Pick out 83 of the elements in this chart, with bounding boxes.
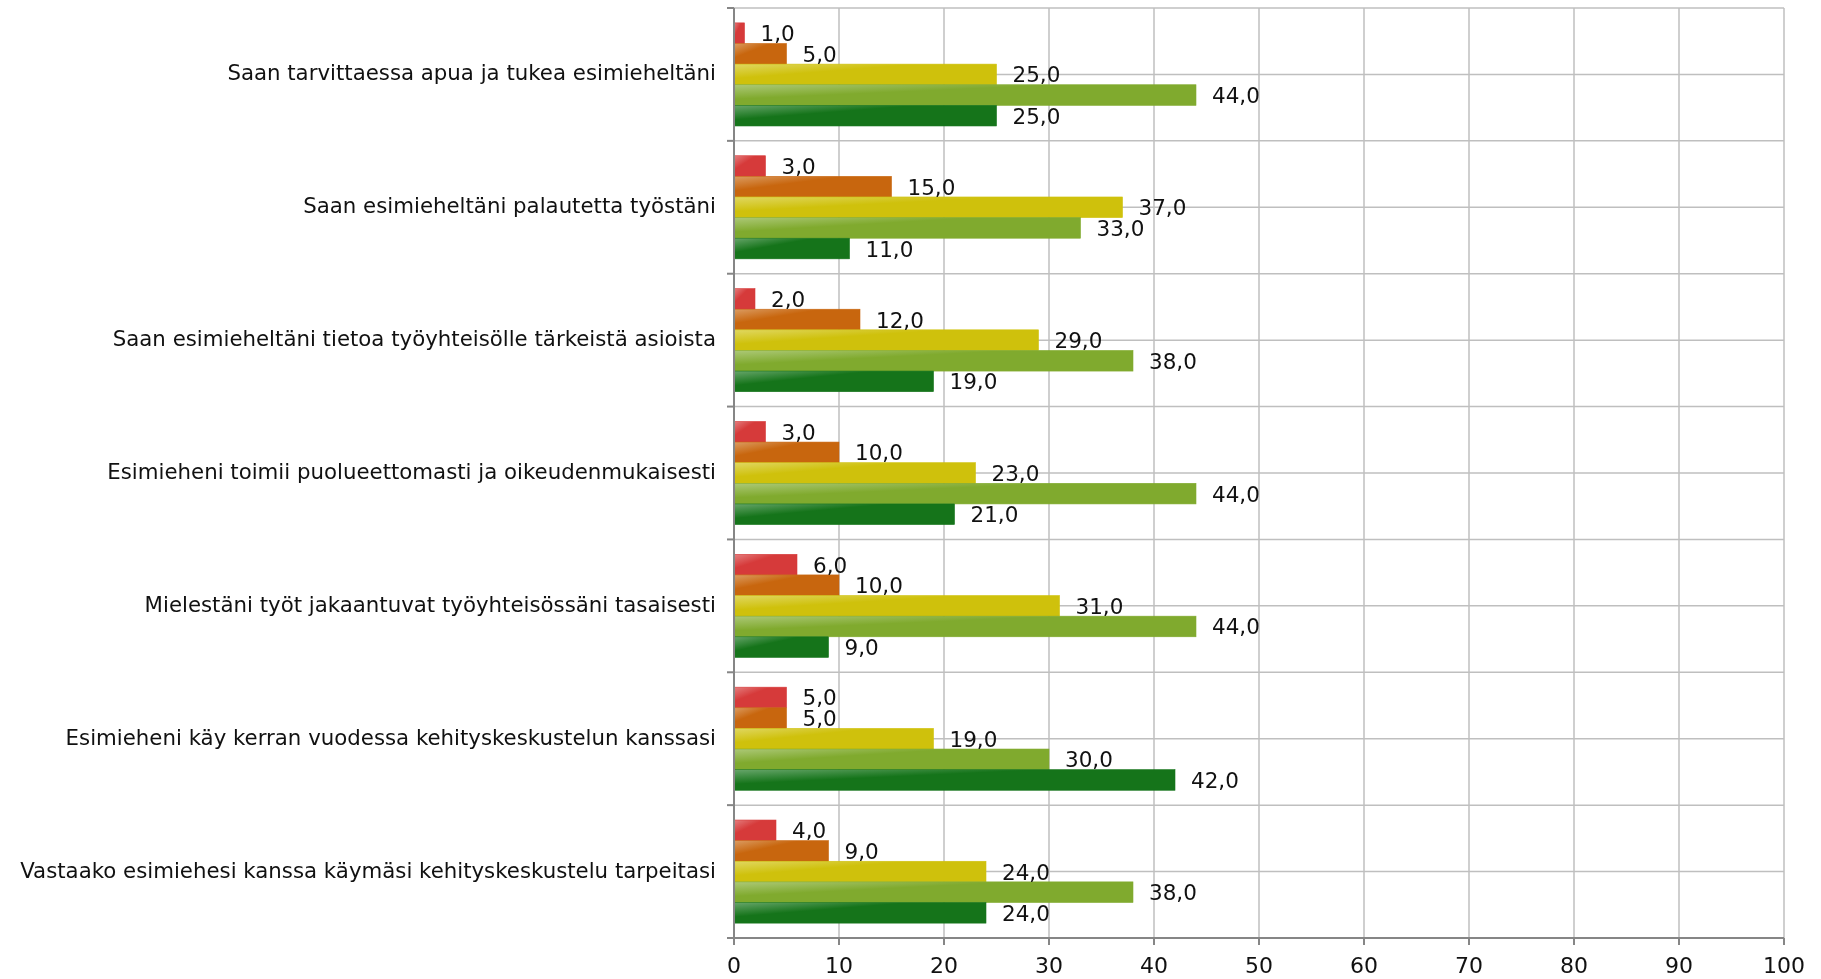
data-label: 25,0: [1012, 62, 1061, 88]
data-label: 30,0: [1065, 747, 1113, 773]
data-label: 31,0: [1075, 593, 1124, 619]
bar: [733, 43, 787, 65]
bar: [733, 308, 861, 331]
x-tick-label: 70: [1455, 953, 1483, 978]
y-tick-label: Saan esimieheltäni palautetta työstäni: [303, 193, 716, 219]
bar: [733, 686, 787, 709]
bar: [733, 421, 766, 443]
y-tick-label: Mielestäni työt jakaantuvat työyhteisössäni tasaisesti: [144, 591, 716, 617]
data-label: 10,0: [855, 440, 903, 466]
x-tick-label: 60: [1350, 953, 1378, 978]
bar: [733, 105, 997, 127]
data-label: 25,0: [1012, 103, 1061, 129]
bar: [733, 329, 1039, 351]
bar: [733, 288, 756, 310]
data-label: 23,0: [991, 461, 1040, 486]
bar: [733, 881, 1134, 903]
bar: [733, 176, 892, 198]
bar: [733, 840, 829, 862]
bar: [733, 615, 1197, 638]
x-tick-label: 50: [1245, 953, 1273, 978]
data-label: 15,0: [907, 174, 956, 200]
y-tick-label: Esimieheni käy kerran vuodessa kehityskeskustelun kanssasi: [65, 724, 716, 750]
bar: [733, 217, 1081, 239]
data-label: 29,0: [1054, 328, 1103, 354]
data-label: 24,0: [1002, 859, 1050, 885]
x-tick-label: 40: [1140, 953, 1168, 978]
bar: [733, 728, 934, 750]
bar: [733, 63, 997, 86]
bar: [733, 595, 1060, 617]
x-tick-label: 20: [930, 953, 958, 978]
data-label: 21,0: [970, 502, 1019, 528]
bar: [733, 819, 777, 841]
data-label: 11,0: [865, 236, 914, 262]
bar: [733, 155, 766, 177]
bar: [733, 503, 955, 525]
x-tick-label: 80: [1560, 953, 1588, 978]
x-tick-label: 90: [1665, 953, 1693, 978]
data-label: 9,0: [844, 635, 879, 661]
y-tick-label: Vastaako esimiehesi kanssa käymäsi kehityskeskustelu tarpeitasi: [20, 857, 716, 883]
x-tick-label: 30: [1035, 953, 1063, 978]
data-label: 12,0: [876, 307, 924, 333]
y-tick-label: Saan esimieheltäni tietoa työyhteisölle tärkeistä asioista: [112, 326, 716, 352]
data-label: 44,0: [1212, 481, 1260, 507]
data-label: 3,0: [781, 419, 816, 445]
bar: [733, 462, 976, 484]
data-label: 1,0: [760, 21, 795, 47]
bar: [733, 574, 840, 596]
data-label: 19,0: [949, 369, 998, 395]
bar: [733, 748, 1050, 770]
data-label: 4,0: [792, 818, 827, 844]
data-label: 6,0: [813, 552, 848, 578]
data-label: 24,0: [1002, 900, 1050, 926]
x-tick-label: 10: [825, 953, 853, 978]
x-tick-label: 100: [1763, 953, 1805, 978]
bar: [733, 370, 934, 392]
data-label: 3,0: [781, 154, 816, 180]
data-label: 5,0: [802, 41, 837, 67]
bar: [733, 902, 987, 924]
bar: [733, 707, 787, 729]
bar: [733, 441, 840, 463]
bar: [733, 636, 829, 658]
bar: [733, 554, 798, 576]
bar: [733, 84, 1197, 106]
bar: [733, 860, 987, 883]
data-label: 10,0: [855, 573, 903, 599]
bar: [733, 237, 850, 260]
bar: [733, 483, 1197, 505]
y-tick-label: Saan tarvittaessa apua ja tukea esimieheltäni: [227, 60, 716, 86]
bar: [733, 769, 1176, 791]
data-label: 2,0: [771, 286, 806, 312]
bar: [733, 196, 1123, 218]
x-tick-label: 0: [727, 953, 741, 978]
data-label: 44,0: [1212, 614, 1260, 640]
data-label: 19,0: [949, 726, 998, 752]
y-tick-label: Esimieheni toimii puolueettomasti ja oikeudenmukaisesti: [107, 459, 716, 484]
data-label: 38,0: [1149, 348, 1197, 374]
bar: [733, 350, 1134, 372]
data-label: 42,0: [1191, 767, 1239, 793]
data-label: 9,0: [844, 838, 879, 864]
data-label: 38,0: [1149, 880, 1197, 906]
data-label: 44,0: [1212, 83, 1260, 109]
